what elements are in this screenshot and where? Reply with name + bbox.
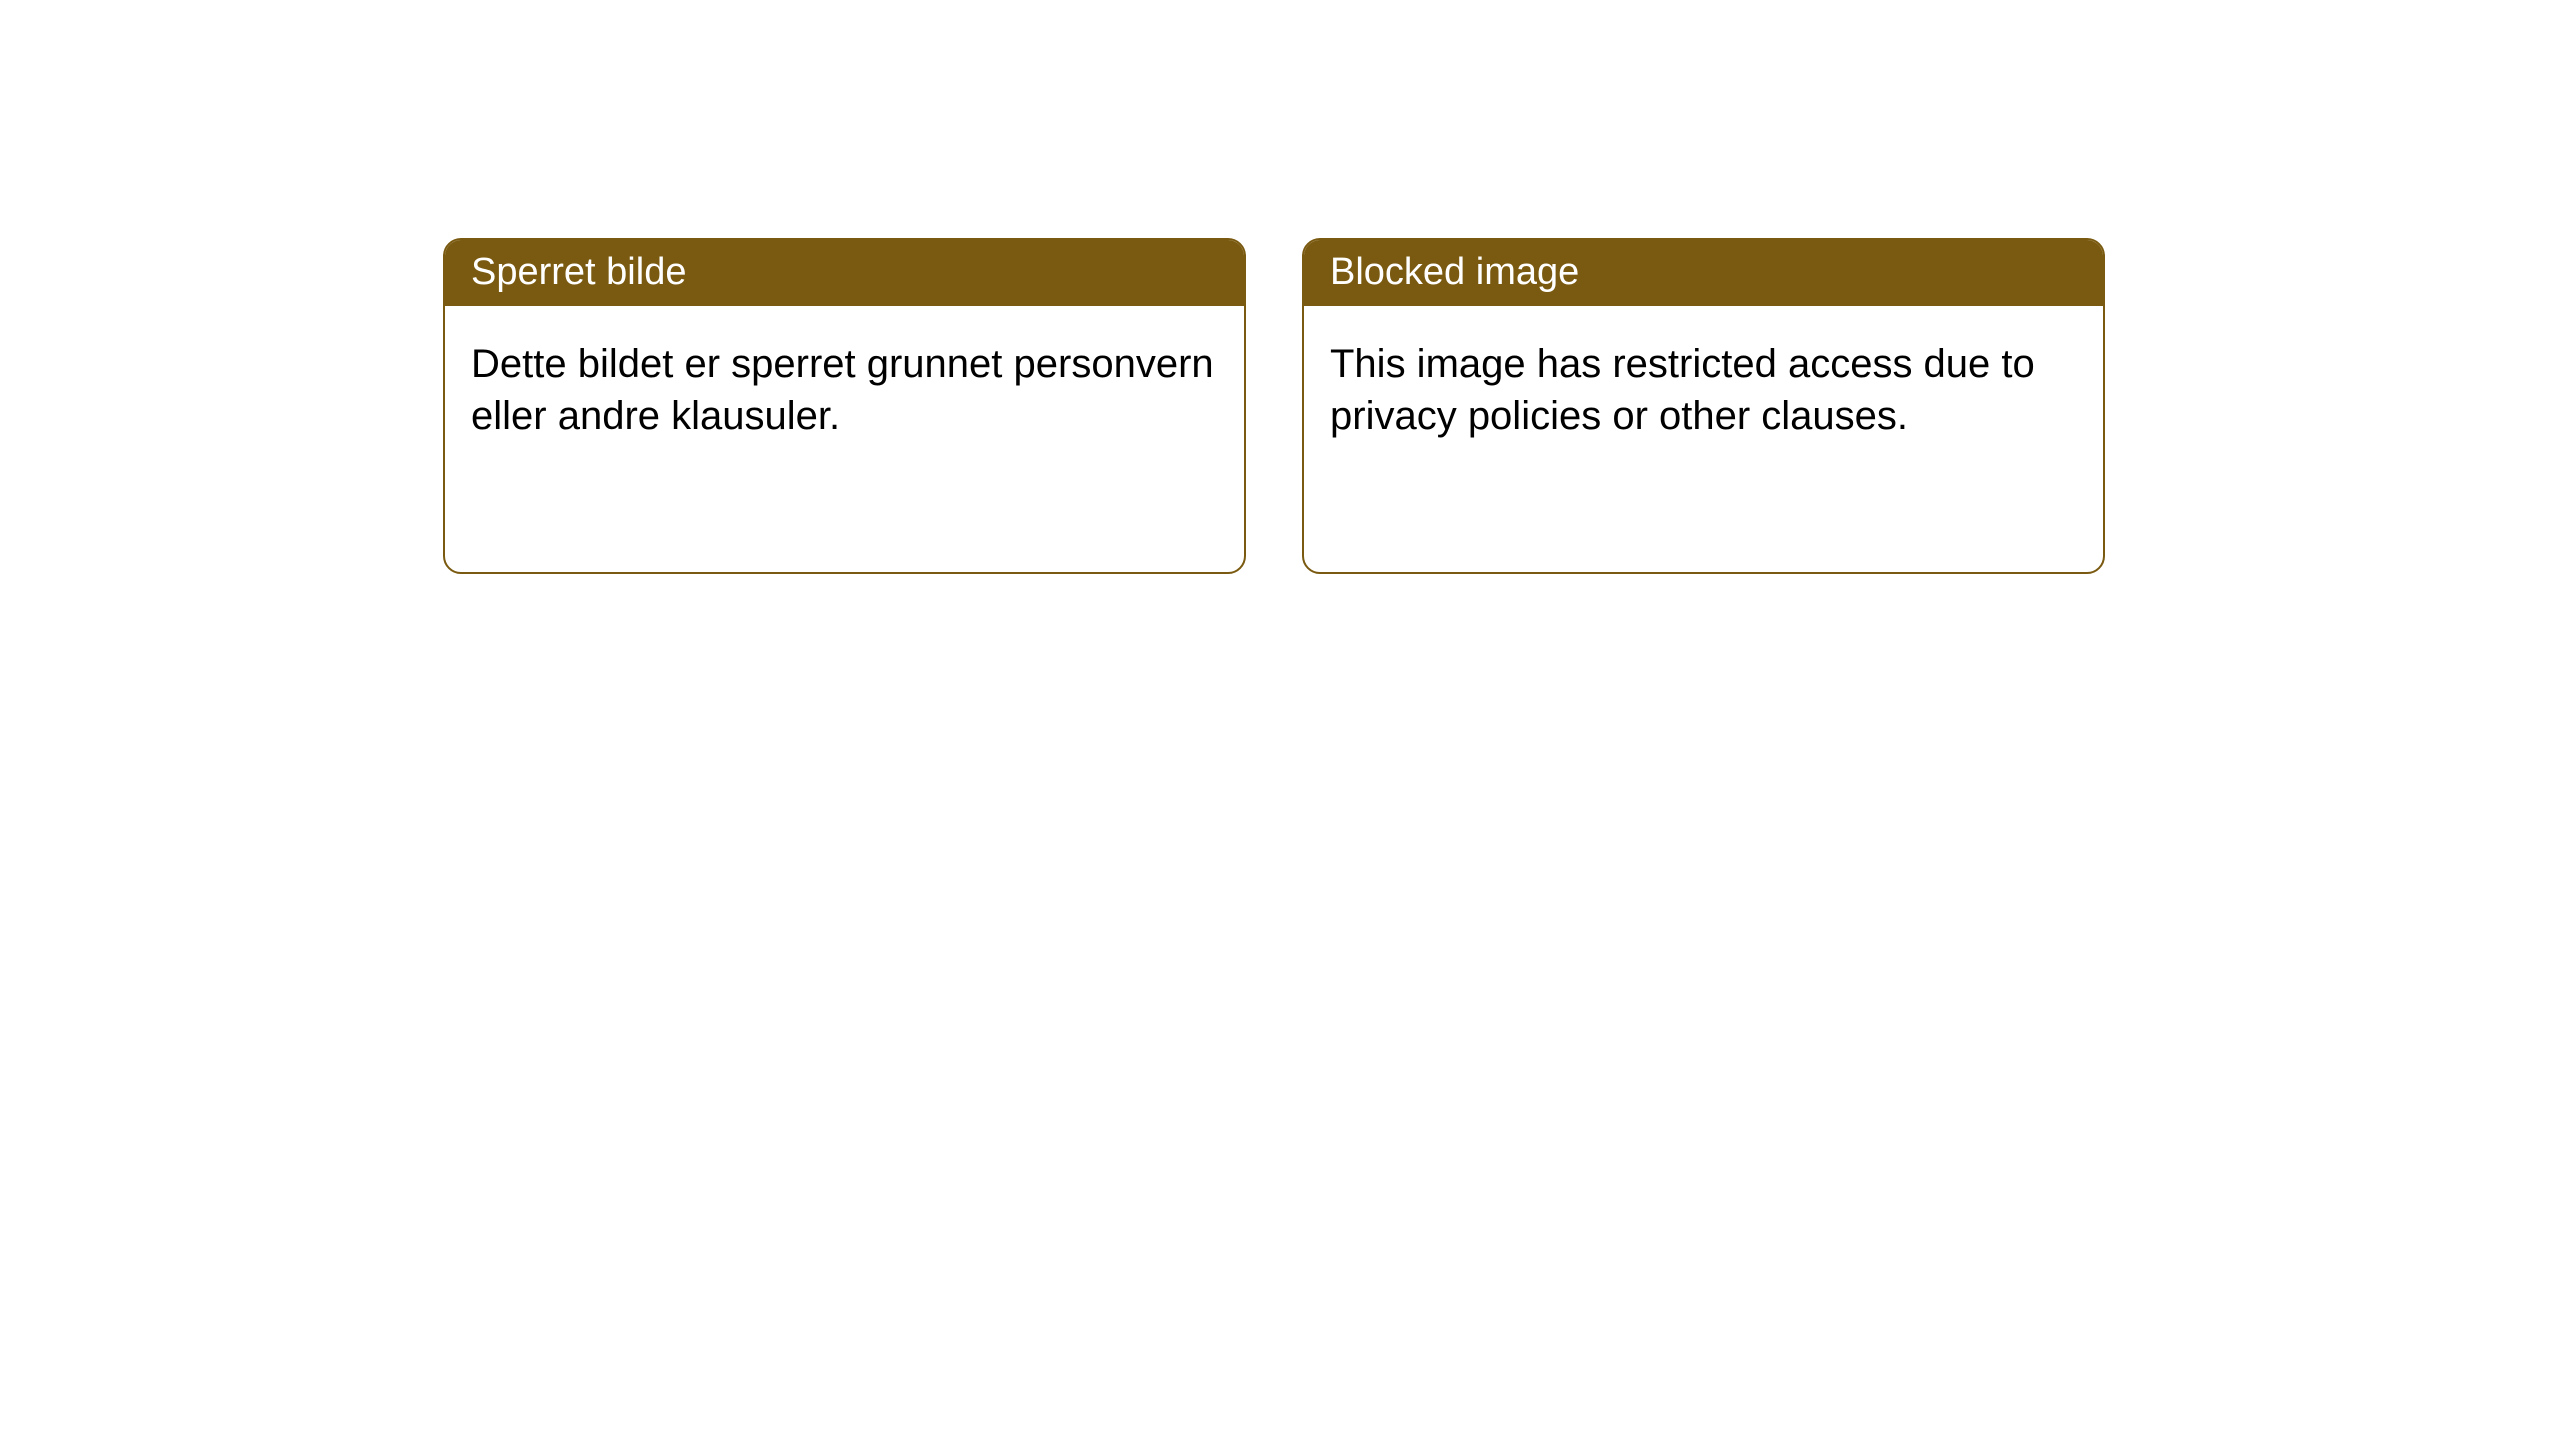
card-header: Blocked image: [1304, 240, 2103, 306]
blocked-image-card-no: Sperret bilde Dette bildet er sperret gr…: [443, 238, 1246, 574]
card-title: Blocked image: [1330, 251, 1579, 293]
card-header: Sperret bilde: [445, 240, 1244, 306]
card-title: Sperret bilde: [471, 251, 686, 293]
blocked-image-card-en: Blocked image This image has restricted …: [1302, 238, 2105, 574]
card-body-text: Dette bildet er sperret grunnet personve…: [471, 342, 1214, 438]
card-body: This image has restricted access due to …: [1304, 306, 2103, 474]
card-body: Dette bildet er sperret grunnet personve…: [445, 306, 1244, 474]
notice-container: Sperret bilde Dette bildet er sperret gr…: [0, 0, 2560, 574]
card-body-text: This image has restricted access due to …: [1330, 342, 2035, 438]
